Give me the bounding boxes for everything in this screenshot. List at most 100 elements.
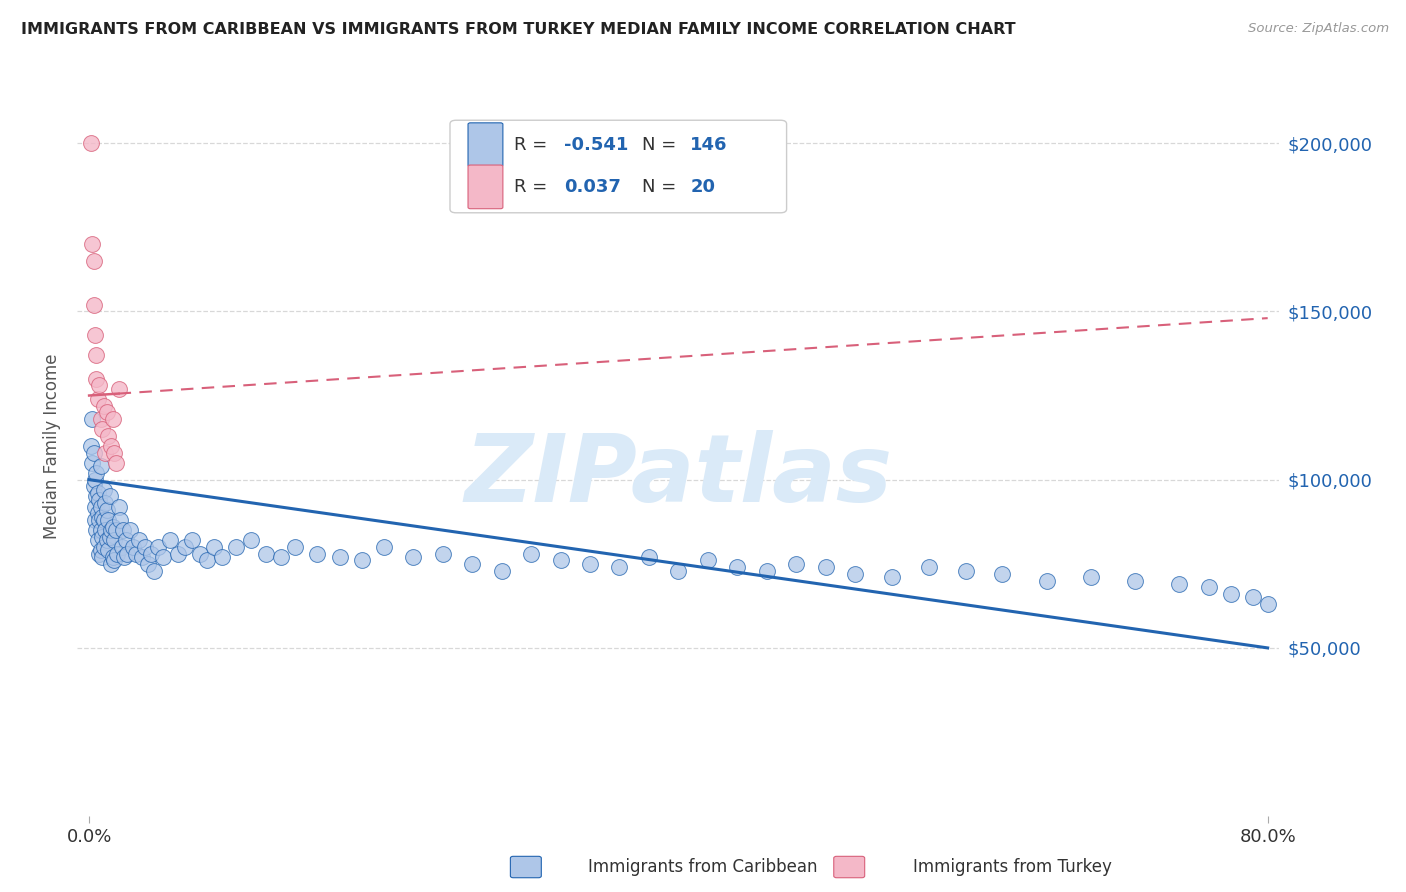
Point (152, 549, 174, 565)
Point (725, 560, 748, 574)
Text: Source: ZipAtlas.com: Source: ZipAtlas.com (1249, 22, 1389, 36)
Point (188, 547, 211, 561)
Point (91, 530, 114, 544)
Point (111, 523, 134, 537)
Point (240, 533, 263, 548)
Point (115, 533, 138, 548)
Point (195, 553, 218, 567)
Text: R =: R = (513, 178, 553, 196)
Point (94, 496, 117, 510)
Point (80, 237, 103, 252)
Text: N =: N = (643, 136, 682, 153)
Point (166, 547, 188, 561)
Point (84, 473, 107, 487)
Point (173, 540, 195, 554)
Point (181, 533, 204, 548)
Point (91, 509, 114, 524)
Point (136, 557, 159, 571)
Point (83, 253, 105, 268)
Point (122, 540, 145, 554)
Point (103, 553, 125, 567)
Point (98, 490, 121, 504)
Point (89, 378, 111, 392)
Point (101, 520, 124, 534)
Point (432, 547, 454, 561)
Point (609, 560, 631, 574)
Point (94, 523, 117, 537)
Point (520, 547, 543, 561)
Point (491, 564, 513, 578)
Point (880, 570, 903, 584)
Point (86, 523, 108, 537)
FancyBboxPatch shape (450, 120, 786, 213)
Point (86, 372, 108, 386)
Point (83, 446, 105, 460)
Text: 0.037: 0.037 (564, 178, 621, 196)
Point (86, 466, 108, 480)
Point (87, 506, 110, 520)
Point (120, 523, 142, 537)
Point (87, 392, 110, 406)
Point (93, 483, 115, 497)
Point (1123, 574, 1146, 588)
Point (307, 547, 329, 561)
Point (87, 533, 110, 548)
Point (461, 557, 484, 571)
Point (202, 540, 225, 554)
Point (90, 412, 112, 426)
Point (101, 549, 124, 565)
Point (955, 564, 977, 578)
Point (86, 348, 108, 362)
Point (159, 533, 181, 548)
Point (125, 547, 148, 561)
Point (128, 533, 150, 548)
Point (104, 523, 127, 537)
Point (96, 503, 118, 517)
Point (284, 540, 307, 554)
Point (83, 298, 105, 312)
Point (89, 547, 111, 561)
Point (97, 543, 120, 558)
Text: R =: R = (513, 136, 553, 153)
Y-axis label: Median Family Income: Median Family Income (44, 353, 62, 539)
Point (90, 523, 112, 537)
Point (100, 557, 122, 571)
Point (1198, 580, 1220, 594)
Point (1219, 587, 1241, 601)
Point (638, 549, 661, 565)
Point (107, 500, 129, 514)
Point (93, 399, 115, 413)
Point (844, 566, 866, 581)
Point (93, 540, 115, 554)
Point (80, 456, 103, 470)
Point (785, 557, 807, 571)
FancyBboxPatch shape (468, 165, 503, 209)
Text: -0.541: -0.541 (564, 136, 628, 153)
Point (83, 479, 105, 493)
Point (148, 540, 170, 554)
Point (89, 492, 111, 507)
Point (98, 530, 121, 544)
Point (101, 412, 124, 426)
Point (84, 327, 107, 342)
Text: 20: 20 (690, 178, 716, 196)
FancyBboxPatch shape (468, 123, 503, 167)
Text: Immigrants from Caribbean: Immigrants from Caribbean (588, 858, 818, 876)
Point (86, 490, 108, 504)
Point (97, 429, 120, 443)
Point (108, 513, 131, 527)
Point (110, 540, 132, 554)
Point (103, 446, 125, 460)
Point (100, 439, 122, 453)
Point (696, 553, 718, 567)
Point (93, 513, 115, 527)
Point (104, 456, 127, 470)
Text: 146: 146 (690, 136, 728, 153)
Point (402, 549, 425, 565)
Point (329, 549, 352, 565)
Point (270, 549, 292, 565)
Point (1257, 597, 1279, 611)
Point (142, 564, 165, 578)
Text: N =: N = (643, 178, 682, 196)
Point (96, 405, 118, 419)
